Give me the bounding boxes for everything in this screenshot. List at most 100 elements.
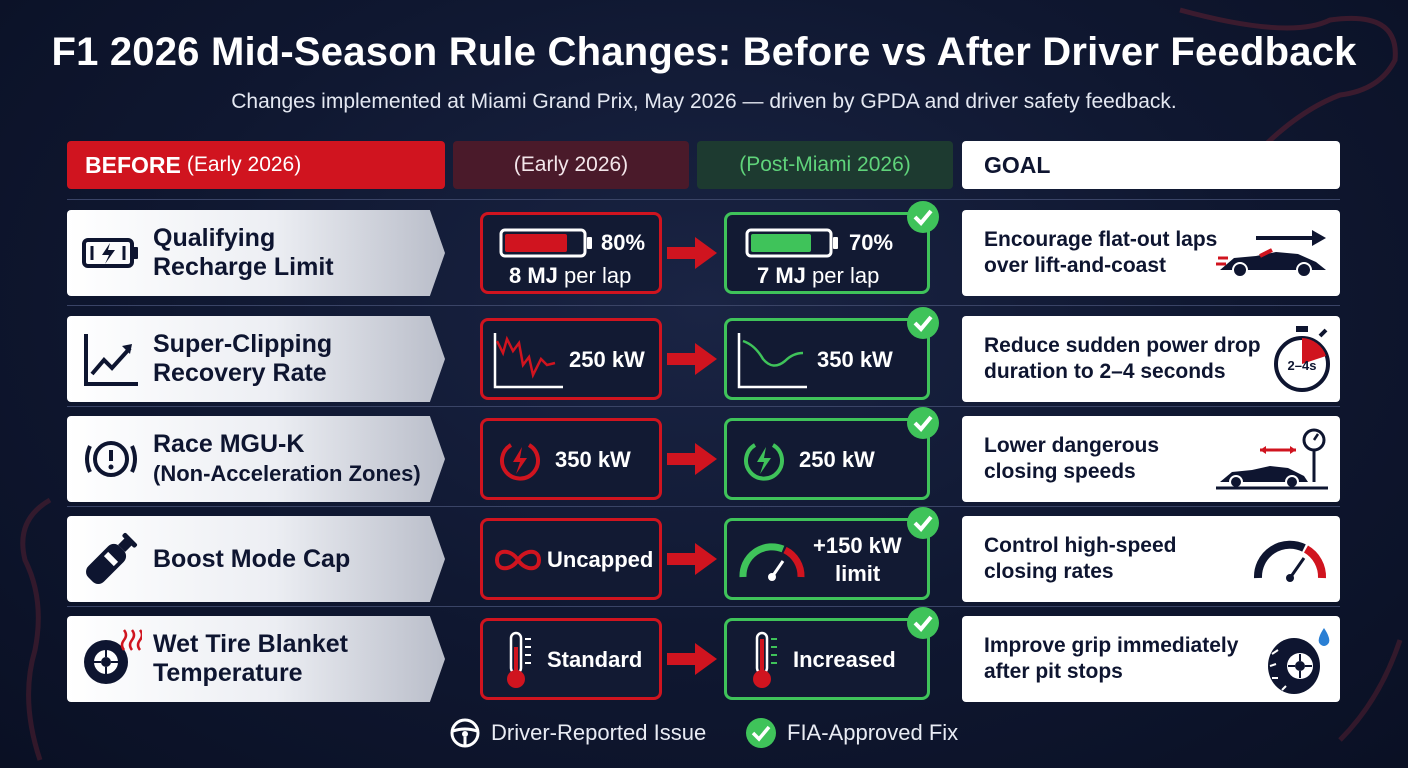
goal-line2: closing speeds xyxy=(984,460,1136,483)
goal-line1: Lower dangerous xyxy=(984,434,1160,457)
after-value-bold: 7 MJ xyxy=(757,263,806,288)
check-circle-icon xyxy=(907,407,939,439)
car-closing-speed-icon xyxy=(1216,428,1328,490)
rule-label-line1: Boost Mode Cap xyxy=(153,544,351,573)
goal-line1: Encourage flat-out laps xyxy=(984,228,1218,251)
after-value-box: Increased xyxy=(724,618,930,700)
before-value: Uncapped xyxy=(547,547,654,572)
goal-text: Improve grip immediately after pit stops xyxy=(984,616,1264,702)
wet-tire-icon xyxy=(1268,628,1330,694)
arrow-right-icon xyxy=(667,237,717,269)
before-value: 250 kW xyxy=(569,347,645,372)
legend-driver-label: Driver-Reported Issue xyxy=(491,720,707,745)
rule-label-line2: Recharge Limit xyxy=(153,253,334,281)
after-value-unit: per lap xyxy=(812,263,880,288)
race-car-arrow-icon xyxy=(1216,230,1326,278)
goal-card xyxy=(962,516,1340,602)
goal-line2: over lift-and-coast xyxy=(984,254,1167,277)
rule-label-line1: Qualifying xyxy=(153,224,276,252)
battery-80-icon xyxy=(499,228,592,258)
legend-fia-label: FIA-Approved Fix xyxy=(787,720,959,745)
rule-row-race-mgu-k: Race MGU-K (Non-Acceleration Zones) 350 … xyxy=(0,407,1408,502)
power-bolt-icon xyxy=(500,443,540,481)
after-value: 250 kW xyxy=(799,447,875,472)
power-bolt-icon xyxy=(744,443,784,481)
rule-label: Wet Tire Blanket Temperature xyxy=(153,616,445,702)
rule-label-line2: (Non-Acceleration Zones) xyxy=(153,461,421,486)
goal-line1: Reduce sudden power drop xyxy=(984,334,1261,357)
divider xyxy=(67,506,1340,507)
after-value: Increased xyxy=(793,647,896,672)
after-value-line2: limit xyxy=(835,561,881,586)
goal-line1: Improve grip immediately xyxy=(984,634,1239,657)
header-goal: GOAL xyxy=(962,141,1340,189)
trend-up-chart-icon xyxy=(84,334,138,386)
steering-wheel-icon xyxy=(450,718,480,748)
goal-line1: Control high-speed xyxy=(984,534,1177,557)
after-value-box: +150 kW limit xyxy=(724,518,930,600)
after-value-box: 250 kW xyxy=(724,418,930,500)
before-value-box: 80% 8 MJ per lap xyxy=(480,212,662,294)
rule-label: Qualifying Recharge Limit xyxy=(153,210,445,296)
header-before-thin: (Early 2026) xyxy=(186,153,302,176)
goal-text: Reduce sudden power drop duration to 2–4… xyxy=(984,316,1264,402)
stopwatch-icon: 2–4s xyxy=(1274,326,1330,392)
after-value-line1: +150 kW xyxy=(813,533,902,558)
goal-text: Lower dangerous closing speeds xyxy=(984,416,1264,502)
before-value-box: Standard xyxy=(480,618,662,700)
goal-text: Control high-speed closing rates xyxy=(984,516,1264,602)
check-circle-icon xyxy=(746,718,776,748)
before-value-box: Uncapped xyxy=(480,518,662,600)
speedometer-icon xyxy=(1253,540,1326,582)
header-before-bold: BEFORE xyxy=(85,151,181,178)
goal-line2: closing rates xyxy=(984,560,1114,583)
divider xyxy=(67,606,1340,607)
infinity-icon xyxy=(494,549,542,571)
after-value: 350 kW xyxy=(817,347,893,372)
rule-row-wet-tire: Wet Tire Blanket Temperature Standard In… xyxy=(0,607,1408,702)
before-value-bold: 8 MJ xyxy=(509,263,558,288)
after-percent: 70% xyxy=(849,230,894,255)
before-value: 350 kW xyxy=(555,447,631,472)
stopwatch-label: 2–4s xyxy=(1288,358,1317,373)
rule-label-line1: Wet Tire Blanket xyxy=(153,630,348,658)
warning-signal-icon xyxy=(85,441,137,477)
rule-label-card xyxy=(67,416,445,502)
before-percent: 80% xyxy=(601,230,646,255)
legend-driver: Driver-Reported Issue xyxy=(449,716,706,750)
rule-label-card xyxy=(67,516,445,602)
battery-70-icon xyxy=(745,228,838,258)
before-value: Standard xyxy=(547,647,643,672)
check-circle-icon xyxy=(907,201,939,233)
rule-row-qualifying-recharge: Qualifying Recharge Limit 80% 8 MJ per l… xyxy=(0,201,1408,296)
rule-label-line2: Temperature xyxy=(153,659,303,687)
legend-fia: FIA-Approved Fix xyxy=(745,716,958,750)
goal-text: Encourage flat-out laps over lift-and-co… xyxy=(984,210,1264,296)
thermometer-icon xyxy=(507,631,531,688)
arrow-right-icon xyxy=(667,643,717,675)
rule-label-card xyxy=(67,616,445,702)
header-early: (Early 2026) xyxy=(453,141,689,189)
heated-tire-icon xyxy=(84,629,142,684)
after-value-box: 350 kW xyxy=(724,318,930,400)
speed-gauge-icon xyxy=(739,543,805,581)
smooth-power-graph-icon xyxy=(737,333,807,389)
rule-row-super-clipping: Super-Clipping Recovery Rate 250 kW 350 … xyxy=(0,307,1408,402)
divider xyxy=(67,305,1340,306)
divider xyxy=(67,199,1340,200)
after-value-box: 70% 7 MJ per lap xyxy=(724,212,930,294)
jagged-power-graph-icon xyxy=(493,333,563,389)
rule-label: Super-Clipping Recovery Rate xyxy=(153,316,445,402)
check-circle-icon xyxy=(907,307,939,339)
header-post: (Post-Miami 2026) xyxy=(697,141,953,189)
boost-canister-icon xyxy=(86,532,138,584)
rule-label-card xyxy=(67,316,445,402)
before-value-unit: per lap xyxy=(564,263,632,288)
rule-label-line2: Recovery Rate xyxy=(153,359,327,387)
before-value: 8 MJ per lap xyxy=(509,263,631,289)
thermometer-icon xyxy=(753,631,777,688)
before-value-box: 250 kW xyxy=(480,318,662,400)
page-title: F1 2026 Mid-Season Rule Changes: Before … xyxy=(51,30,1357,74)
goal-line2: duration to 2–4 seconds xyxy=(984,360,1226,383)
header-before: BEFORE (Early 2026) xyxy=(67,141,445,189)
